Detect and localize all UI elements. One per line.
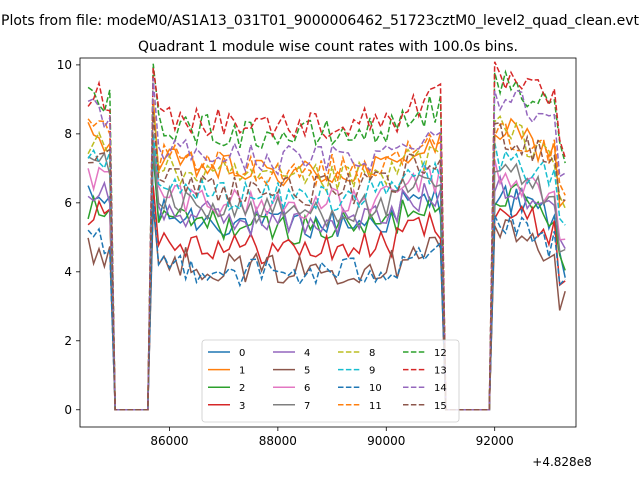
legend-label: 14 [434, 383, 447, 394]
legend-label: 15 [434, 401, 447, 412]
y-tick-label: 8 [64, 127, 72, 141]
axes-frame [79, 57, 577, 428]
x-offset-label: +4.828e8 [532, 455, 591, 469]
legend-label: 5 [304, 366, 310, 377]
legend-label: 12 [434, 348, 447, 359]
legend-label: 11 [369, 401, 382, 412]
legend-label: 0 [239, 348, 245, 359]
legend-label: 13 [434, 366, 447, 377]
y-tick-label: 4 [64, 265, 72, 279]
legend-label: 2 [239, 383, 245, 394]
figure-suptitle: Plots from file: modeM0/AS1A13_031T01_90… [1, 13, 639, 29]
legend-label: 9 [369, 366, 375, 377]
x-tick-label: 90000 [367, 434, 405, 448]
series-line-14 [87, 78, 566, 411]
series-line-15 [88, 111, 566, 411]
legend-label: 7 [304, 401, 310, 412]
legend-label: 10 [369, 383, 382, 394]
y-tick-label: 10 [57, 58, 72, 72]
legend-box [201, 339, 460, 423]
y-tick-label: 6 [64, 196, 72, 210]
legend-label: 3 [239, 401, 245, 412]
legend-label: 8 [369, 348, 375, 359]
y-tick-label: 2 [64, 334, 72, 348]
legend-label: 6 [304, 383, 310, 394]
x-tick-label: 88000 [259, 434, 297, 448]
x-tick-label: 86000 [150, 434, 188, 448]
chart-title: Quadrant 1 module wise count rates with … [138, 39, 518, 55]
plot-area: 86000 88000 90000 9200002468100123456789101… [57, 57, 577, 448]
series-line-13 [87, 61, 566, 411]
legend-label: 4 [304, 348, 310, 359]
x-tick-label: 92000 [476, 434, 514, 448]
legend-label: 1 [239, 366, 245, 377]
y-tick-label: 0 [64, 403, 72, 417]
